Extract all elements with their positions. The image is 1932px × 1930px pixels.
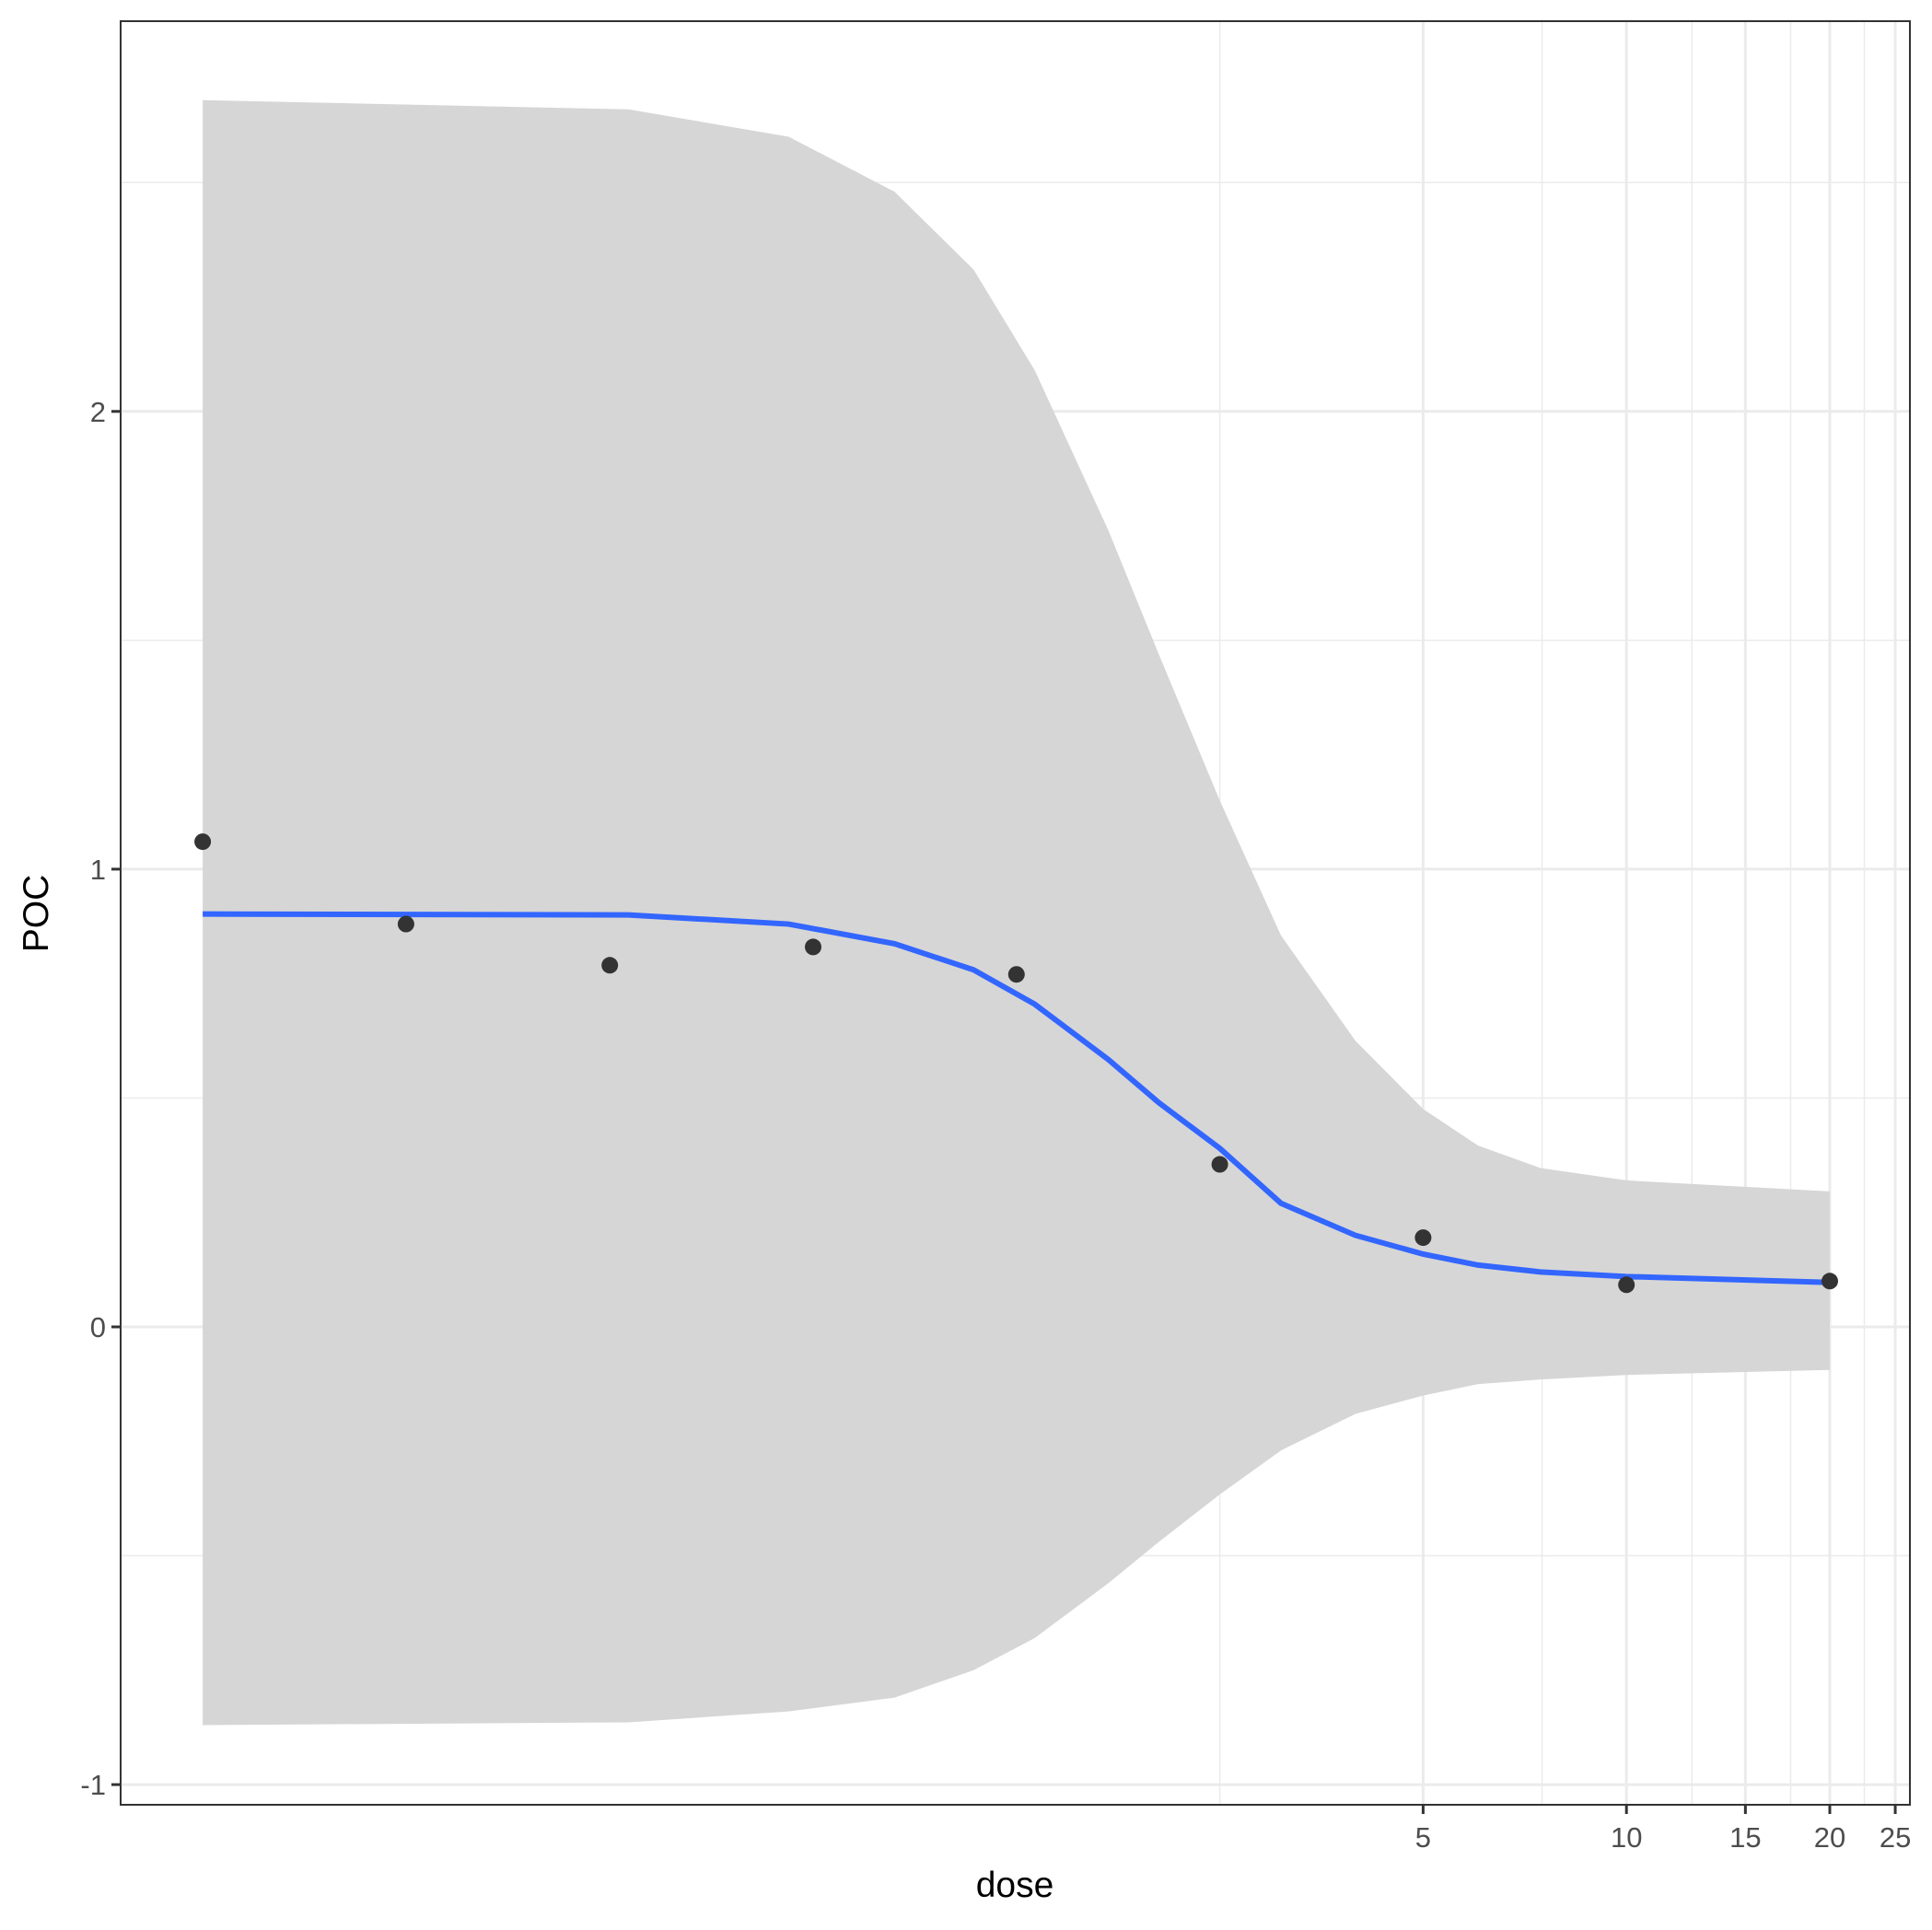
y-tick-label: 2	[90, 396, 106, 428]
data-point	[1618, 1276, 1635, 1294]
x-axis-ticks: 5 10 15 20 25	[1415, 1805, 1911, 1854]
x-tick-label: 25	[1880, 1821, 1911, 1854]
data-point	[805, 938, 821, 956]
data-point	[601, 957, 619, 974]
x-tick-label: 15	[1729, 1821, 1761, 1854]
x-tick-label: 20	[1814, 1821, 1845, 1854]
panel-border	[120, 20, 1911, 1806]
data-point	[1211, 1156, 1228, 1173]
x-tick-label: 5	[1415, 1821, 1431, 1854]
y-axis-ticks: -1 0 1 2	[80, 396, 121, 1801]
confidence-ribbon	[203, 99, 1830, 1726]
data-point	[194, 833, 212, 851]
y-tick-label: -1	[80, 1769, 106, 1801]
y-tick-label: 0	[90, 1311, 106, 1343]
data-point	[397, 915, 414, 933]
x-tick-label: 10	[1611, 1821, 1642, 1854]
x-axis-title: dose	[976, 1866, 1054, 1905]
data-point	[1821, 1273, 1838, 1290]
data-points	[194, 833, 1838, 1294]
fit-curve	[203, 911, 1831, 1285]
data-point	[1007, 966, 1025, 983]
data-point	[1414, 1229, 1432, 1247]
y-tick-label: 1	[90, 854, 106, 886]
y-axis-title: POC	[17, 875, 56, 953]
